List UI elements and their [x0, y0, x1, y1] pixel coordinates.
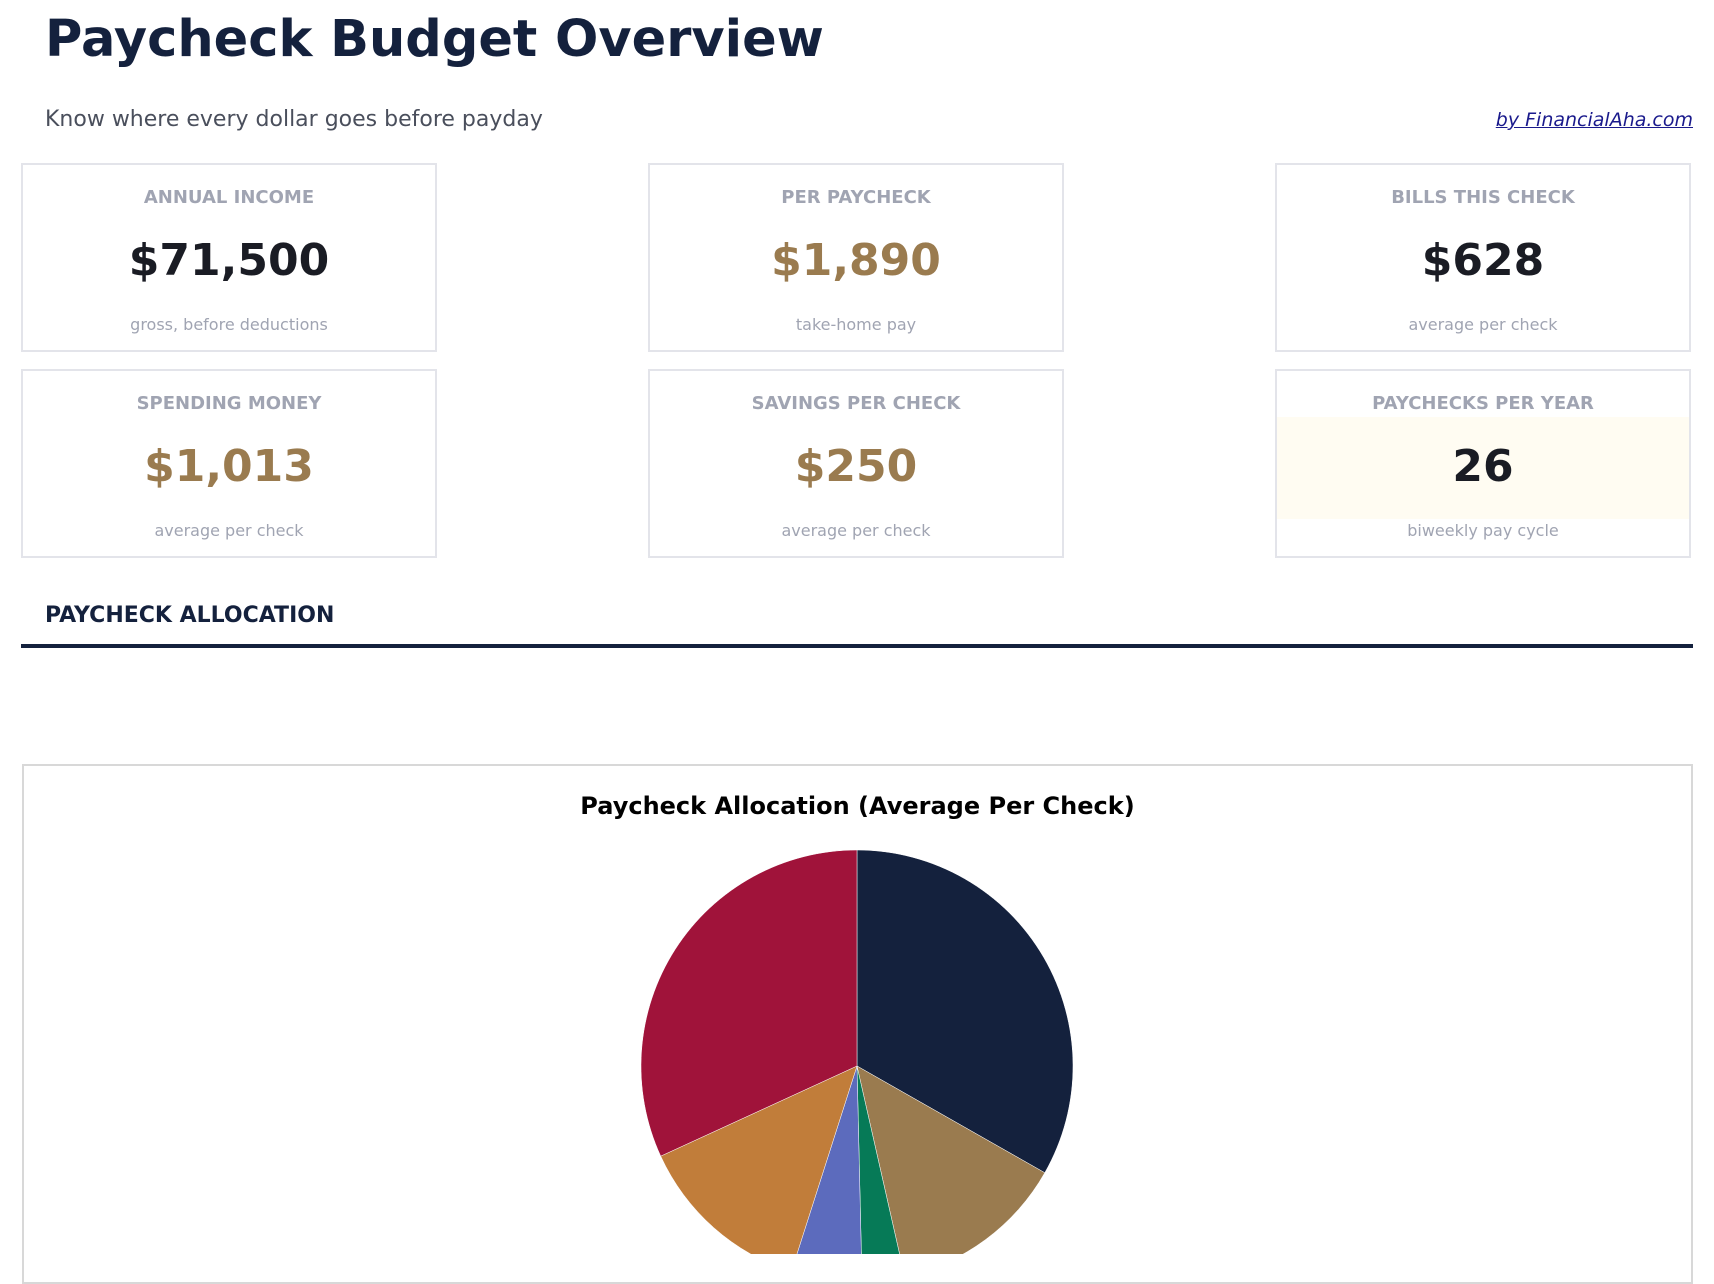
card-label: PAYCHECKS PER YEAR	[1372, 393, 1594, 414]
card-subtext: gross, before deductions	[130, 315, 328, 334]
card-subtext: average per check	[781, 521, 931, 540]
card-bills-this-check: BILLS THIS CHECK $628 average per check	[1275, 163, 1691, 352]
card-subtext: biweekly pay cycle	[1407, 521, 1559, 540]
card-value: $628	[1421, 235, 1545, 286]
card-label: BILLS THIS CHECK	[1391, 187, 1575, 208]
card-label: PER PAYCHECK	[781, 187, 931, 208]
card-per-paycheck: PER PAYCHECK $1,890 take-home pay	[648, 163, 1064, 352]
card-subtext: average per check	[154, 521, 304, 540]
card-subtext: average per check	[1408, 315, 1558, 334]
card-annual-income: ANNUAL INCOME $71,500 gross, before dedu…	[21, 163, 437, 352]
card-paychecks-per-year: PAYCHECKS PER YEAR 26 biweekly pay cycle	[1275, 369, 1691, 558]
card-subtext: take-home pay	[795, 315, 917, 334]
value-highlight	[1277, 417, 1689, 519]
card-spending-money: SPENDING MONEY $1,013 average per check	[21, 369, 437, 558]
card-value: $250	[794, 441, 918, 492]
page-title: Paycheck Budget Overview	[45, 10, 824, 69]
card-value: $1,013	[144, 441, 314, 492]
chart-title: Paycheck Allocation (Average Per Check)	[580, 792, 1135, 820]
section-divider	[21, 644, 1693, 648]
chart-container: Paycheck Allocation (Average Per Check)	[22, 764, 1693, 1284]
card-savings-per-check: SAVINGS PER CHECK $250 average per check	[648, 369, 1064, 558]
card-label: SPENDING MONEY	[136, 393, 322, 414]
credit-link[interactable]: by FinancialAha.com	[1495, 109, 1693, 131]
section-heading: PAYCHECK ALLOCATION	[45, 603, 335, 628]
card-value: $1,890	[771, 235, 941, 286]
card-label: ANNUAL INCOME	[143, 187, 315, 208]
card-label: SAVINGS PER CHECK	[751, 393, 961, 414]
page-subtitle: Know where every dollar goes before payd…	[45, 107, 543, 132]
card-value: 26	[1452, 441, 1514, 492]
card-value: $71,500	[128, 235, 330, 286]
